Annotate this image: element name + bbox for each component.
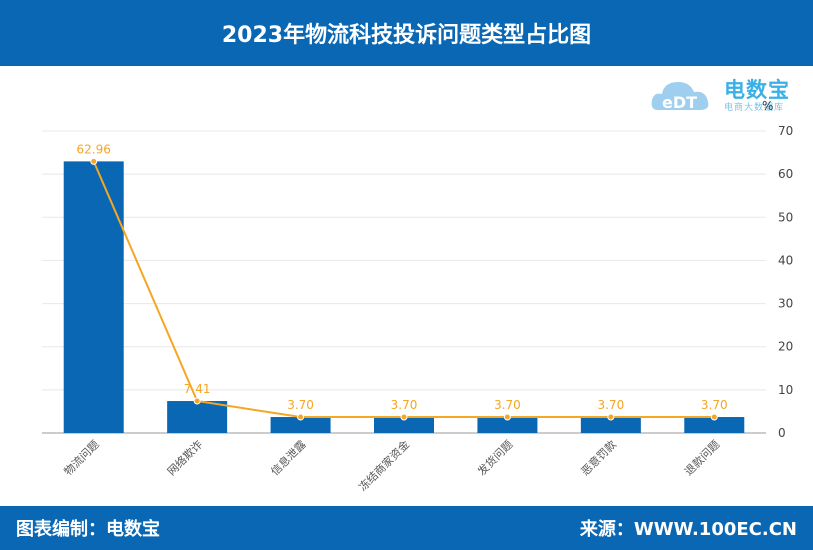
logo-title: 电数宝 xyxy=(724,78,790,102)
line-point xyxy=(607,413,615,421)
data-label: 62.96 xyxy=(77,142,111,156)
chart-title: 2023年物流科技投诉问题类型占比图 xyxy=(221,23,592,48)
line-point xyxy=(90,157,98,165)
line-point xyxy=(193,397,201,405)
bar xyxy=(374,417,434,433)
footer-bar: 图表编制：电数宝 来源：WWW.100EC.CN xyxy=(0,506,813,550)
line-point xyxy=(400,413,408,421)
y-tick-label: 70 xyxy=(778,124,793,138)
series-line xyxy=(92,160,715,419)
bar xyxy=(167,401,228,433)
data-label: 7.41 xyxy=(184,382,211,396)
y-tick-label: 50 xyxy=(778,210,793,224)
bar xyxy=(477,417,538,433)
svg-text:eDT: eDT xyxy=(662,93,697,112)
data-label: 3.70 xyxy=(287,398,314,412)
data-label: 3.70 xyxy=(391,398,418,412)
category-label: 发货问题 xyxy=(475,437,516,478)
bar xyxy=(580,417,641,433)
category-label: 恶意罚款 xyxy=(578,437,619,478)
logo-subtitle: 电商大数据库 xyxy=(724,103,785,113)
y-tick-label: 0 xyxy=(778,426,786,440)
bar xyxy=(63,161,124,434)
data-label: 3.70 xyxy=(494,398,521,412)
footer-source: 来源：WWW.100EC.CN xyxy=(579,519,797,540)
cloud-logo-icon: eDT xyxy=(651,82,709,112)
category-label: 冻结商家资金 xyxy=(356,437,413,494)
y-tick-label: 60 xyxy=(778,167,793,181)
category-label: 物流问题 xyxy=(61,437,102,478)
line-point xyxy=(297,413,305,421)
data-label: 3.70 xyxy=(597,398,624,412)
bar xyxy=(270,417,331,433)
line-point xyxy=(503,413,511,421)
y-tick-label: 10 xyxy=(778,383,793,397)
category-label: 网络欺诈 xyxy=(164,437,205,478)
unit-label: % xyxy=(762,99,774,113)
category-label: 退款问题 xyxy=(681,437,722,478)
bar-line-chart: 70 60 50 40 30 20 10 0 62.96 7.41 3.70 3.70 3.70 3.70… xyxy=(42,124,793,494)
y-tick-label: 20 xyxy=(778,340,793,354)
bar xyxy=(684,417,745,433)
y-tick-label: 40 xyxy=(778,253,793,267)
chart-title-bar: 2023年物流科技投诉问题类型占比图 xyxy=(0,0,813,66)
category-label: 信息泄露 xyxy=(268,437,309,478)
line-point xyxy=(710,413,718,421)
y-tick-label: 30 xyxy=(778,297,793,311)
footer-credit: 图表编制：电数宝 xyxy=(16,519,160,540)
data-label: 3.70 xyxy=(701,398,728,412)
